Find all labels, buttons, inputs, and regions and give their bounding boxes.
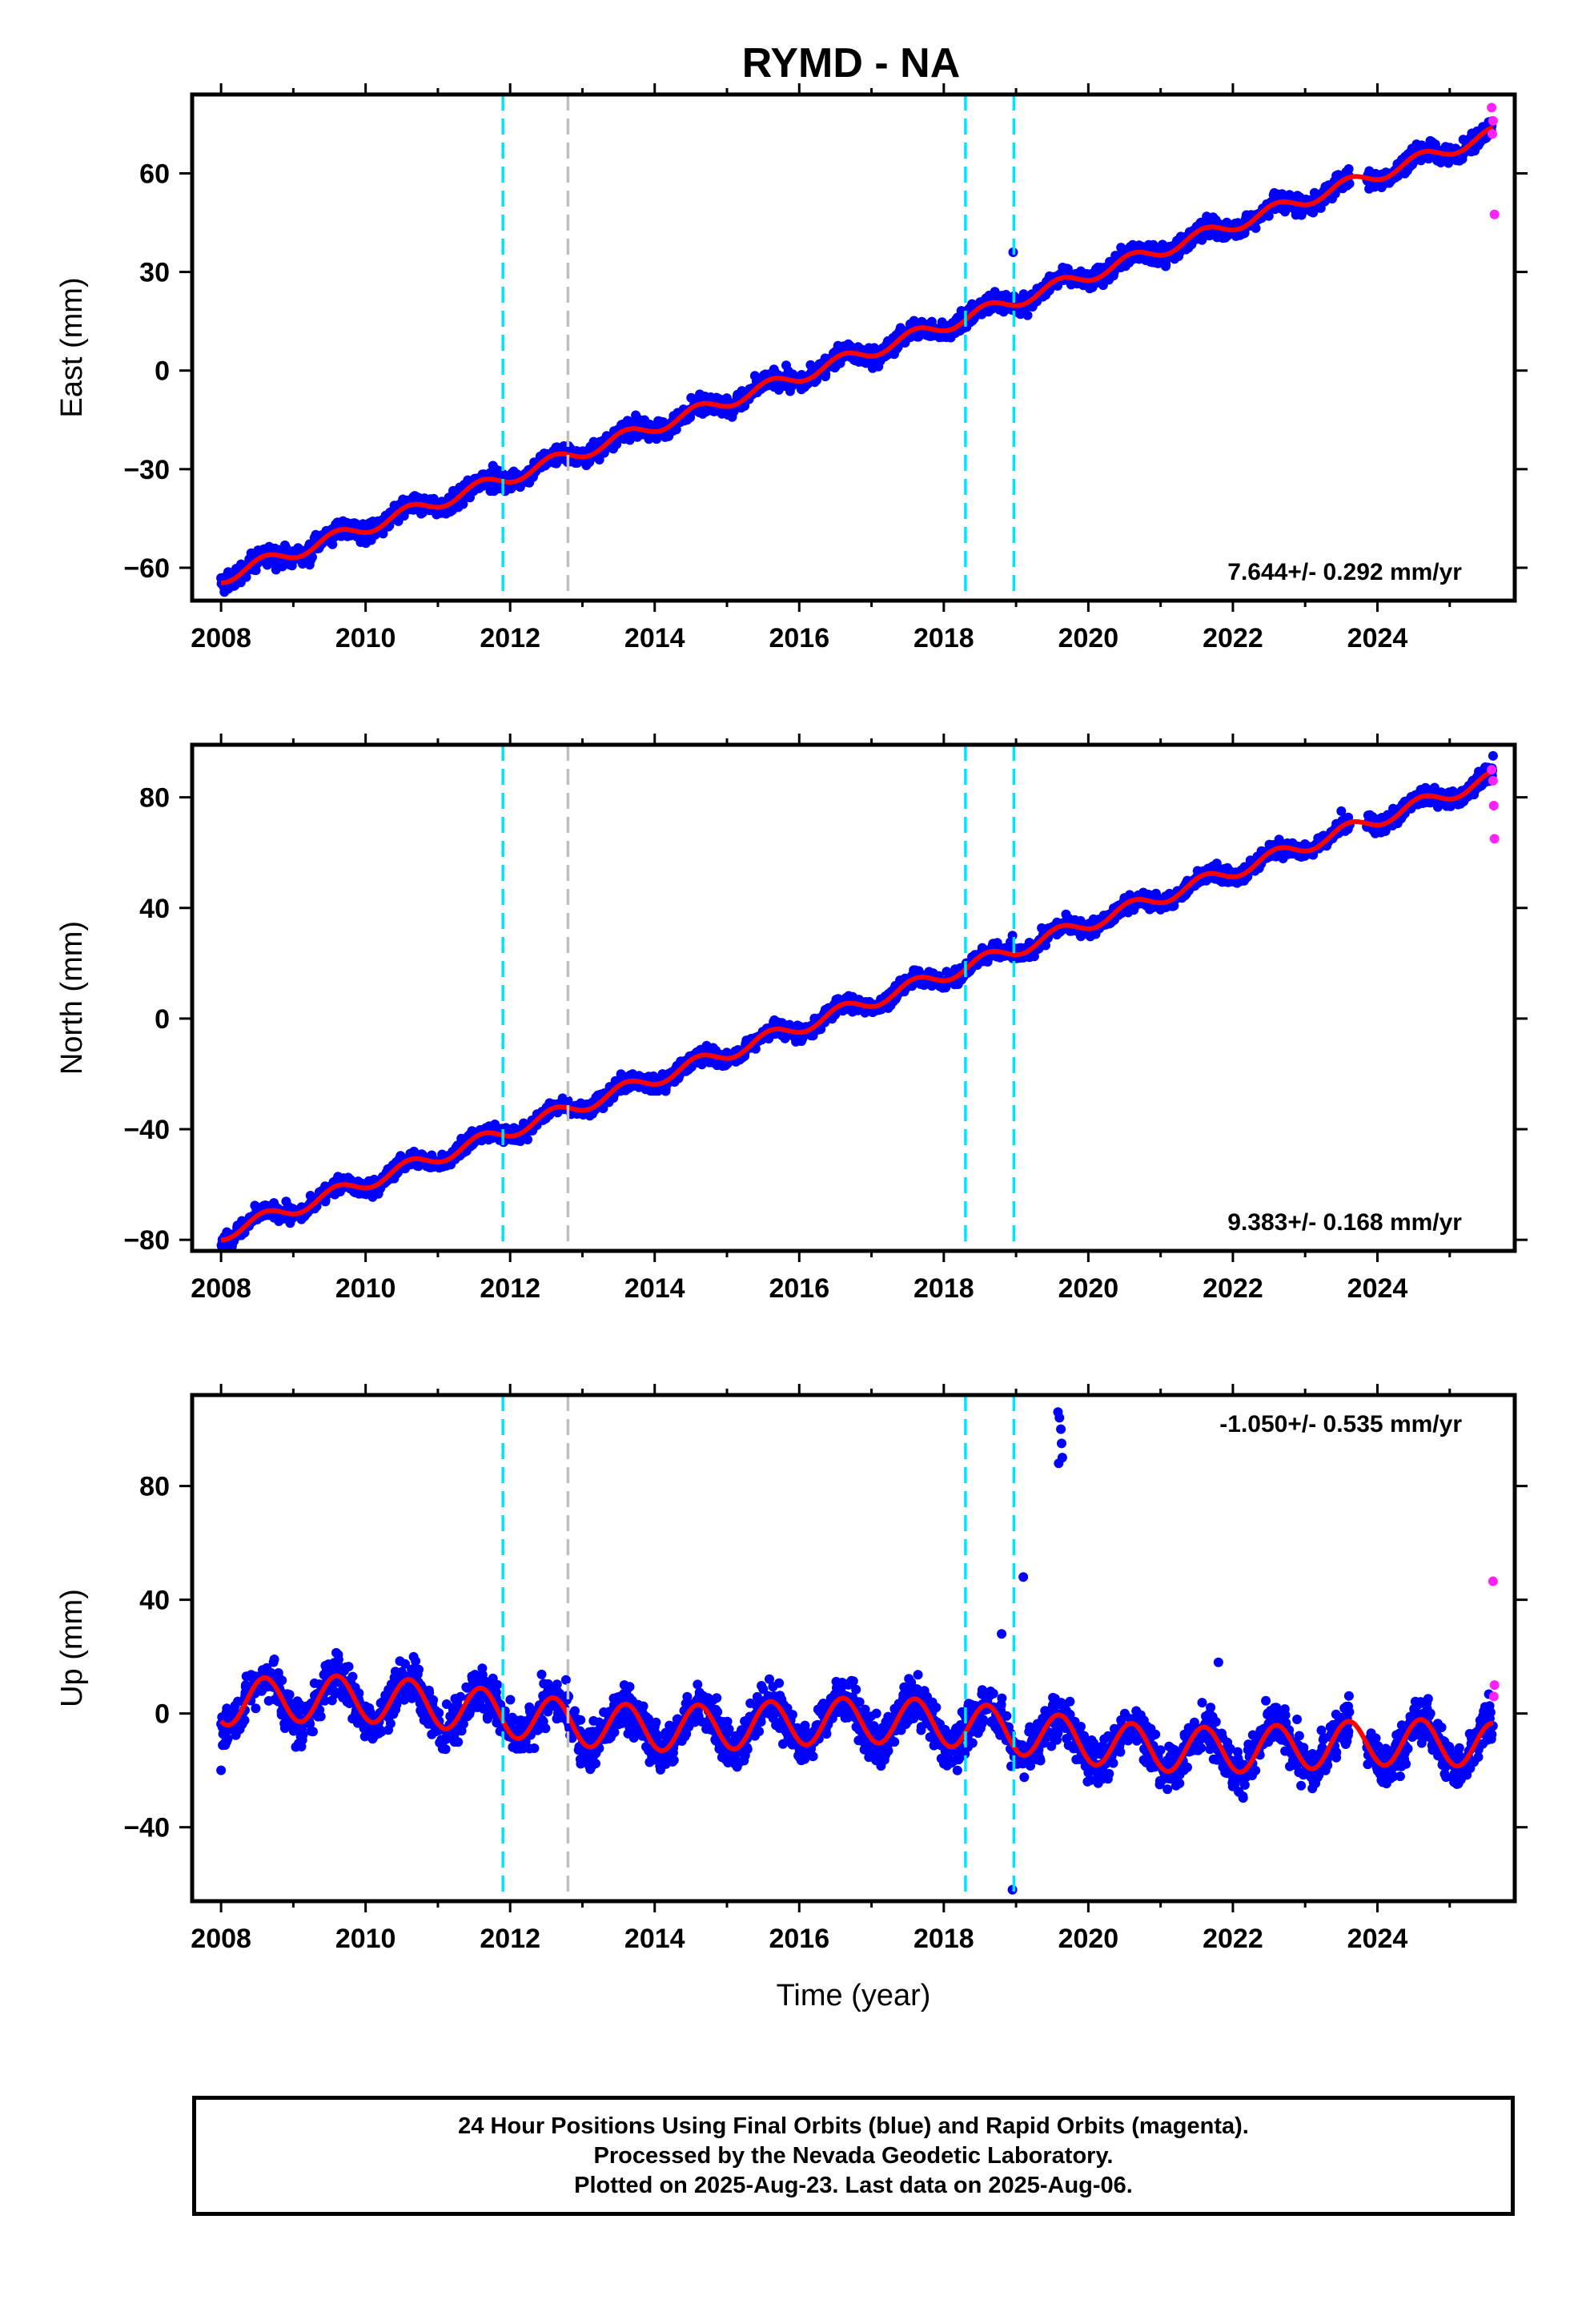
y-tick-label: −60 xyxy=(123,553,170,584)
y-axis-label: East (mm) xyxy=(55,277,89,417)
panel-east: 2008 2010 2012 2014 2016 2018 2020 2022 2024 60 30… xyxy=(55,83,1528,653)
data-point xyxy=(490,1120,500,1129)
plot-area-north xyxy=(216,745,1500,1251)
data-point xyxy=(1343,164,1354,174)
y-tick-label: 30 xyxy=(139,258,170,288)
rapid-orbit-point xyxy=(1488,115,1498,126)
velocity-label: 7.644+/- 0.292 mm/yr xyxy=(1227,559,1462,585)
rapid-orbit-point xyxy=(1489,209,1500,219)
x-tick-label: 2020 xyxy=(1058,623,1119,653)
x-tick-label: 2014 xyxy=(624,623,685,653)
data-point xyxy=(926,316,937,327)
figure-title: RYMD - NA xyxy=(742,40,961,86)
rapid-orbit-point xyxy=(1488,129,1498,139)
panel-frame xyxy=(190,92,1517,603)
x-tick-label: 2016 xyxy=(769,623,829,653)
data-point xyxy=(241,572,251,582)
data-point xyxy=(1344,179,1355,189)
x-tick-label: 2010 xyxy=(335,623,396,653)
data-point xyxy=(624,435,635,445)
y-tick-label: 60 xyxy=(139,159,170,189)
data-point xyxy=(523,1135,532,1144)
rapid-orbit-point xyxy=(1487,103,1497,113)
y-tick-label: 0 xyxy=(155,356,170,387)
final-orbit-points xyxy=(216,762,1498,1251)
x-tick-label: 2012 xyxy=(480,623,540,653)
x-tick-label: 2024 xyxy=(1347,623,1408,653)
panels: 2008 2010 2012 2014 2016 2018 2020 2022 2024 60 30… xyxy=(55,83,1528,2012)
panel-north: 2008 2010 2012 2014 2016 2018 2020 2022 20248040… xyxy=(55,734,1528,1304)
x-tick-label: 2008 xyxy=(191,623,251,653)
data-point xyxy=(1251,223,1261,233)
fit-line xyxy=(219,125,1495,585)
x-tick-label: 2018 xyxy=(913,623,974,653)
x-tick-label: 2022 xyxy=(1203,623,1263,653)
data-point xyxy=(1263,211,1274,221)
y-tick-label: −30 xyxy=(123,455,170,485)
data-point xyxy=(307,552,317,562)
plot-area-east xyxy=(216,94,1500,601)
final-orbit-points xyxy=(216,116,1497,597)
data-point xyxy=(1022,310,1033,320)
